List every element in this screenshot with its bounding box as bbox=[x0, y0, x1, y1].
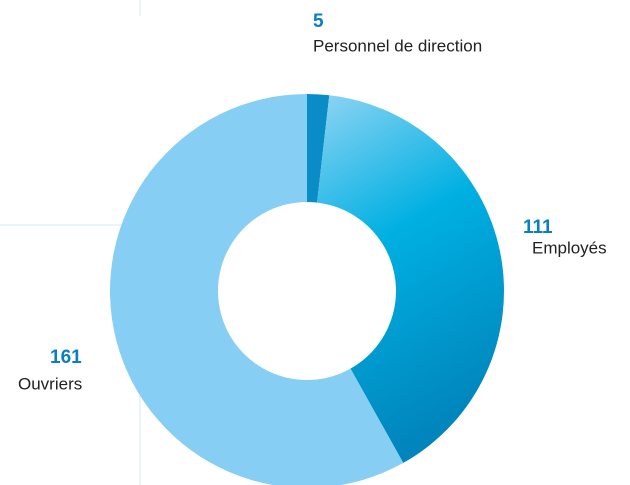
slice bbox=[317, 95, 504, 463]
category-label: Ouvriers bbox=[18, 374, 82, 393]
donut bbox=[110, 94, 504, 485]
slice bbox=[307, 94, 330, 203]
value-label: 161 bbox=[50, 347, 82, 368]
category-label: Employés bbox=[532, 238, 607, 257]
value-label: 5 bbox=[313, 11, 324, 32]
slice bbox=[110, 94, 404, 485]
category-label: Personnel de direction bbox=[313, 36, 482, 55]
value-label: 111 bbox=[523, 217, 553, 238]
